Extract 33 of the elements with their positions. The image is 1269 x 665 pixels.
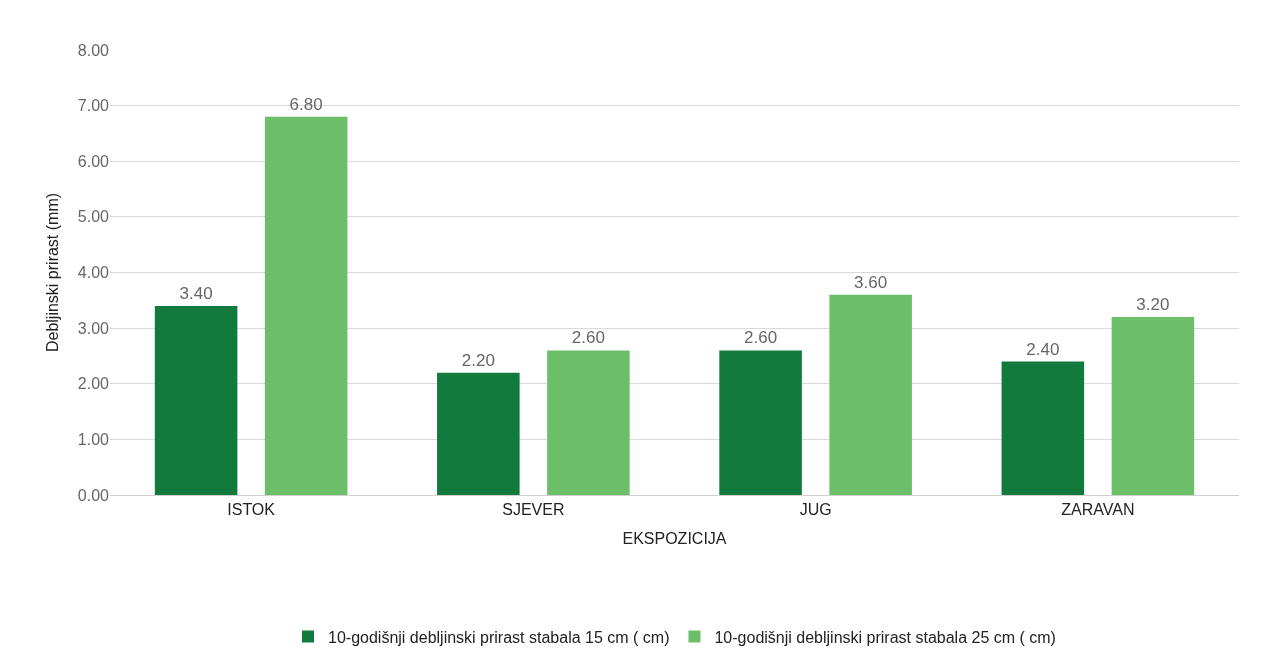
- legend-label: 10-godišnji debljinski prirast stabala 25 cm ( cm): [714, 628, 1056, 646]
- data-label: 2.20: [461, 350, 495, 370]
- y-tick-label: 5.00: [77, 208, 110, 226]
- data-label: 3.20: [1136, 295, 1170, 314]
- data-label: 3.60: [854, 272, 888, 292]
- bar: [437, 372, 520, 495]
- x-tick-label: SJEVER: [502, 501, 565, 519]
- bar: [1001, 361, 1085, 495]
- x-axis-title: EKSPOZICIJA: [622, 529, 727, 547]
- data-label: 2.60: [571, 328, 605, 348]
- bar: [829, 294, 912, 495]
- bar: [264, 116, 348, 495]
- data-label: 2.60: [744, 328, 778, 348]
- legend-label: 10-godišnji debljinski prirast stabala 15 cm ( cm): [328, 628, 670, 646]
- y-tick-label: 4.00: [77, 264, 110, 282]
- bar: [1111, 317, 1195, 495]
- y-tick-label: 6.00: [77, 152, 110, 170]
- data-label: 2.40: [1026, 339, 1060, 359]
- data-label: 3.40: [179, 283, 213, 303]
- y-axis-title: Debljinski prirast (mm): [43, 192, 61, 353]
- bar: [154, 305, 238, 495]
- bar: [547, 350, 630, 495]
- x-tick-label: ZARAVAN: [1061, 501, 1135, 519]
- y-tick-label: 1.00: [77, 430, 110, 448]
- x-tick-label: JUG: [799, 501, 832, 519]
- y-tick-label: 0.00: [77, 486, 110, 504]
- y-tick-label: 8.00: [77, 41, 110, 59]
- x-tick-label: ISTOK: [227, 501, 276, 519]
- y-tick-label: 7.00: [77, 97, 110, 115]
- y-tick-label: 2.00: [77, 375, 110, 393]
- y-tick-label: 3.00: [77, 319, 110, 337]
- data-label: 6.80: [289, 94, 323, 114]
- bar: [719, 350, 802, 495]
